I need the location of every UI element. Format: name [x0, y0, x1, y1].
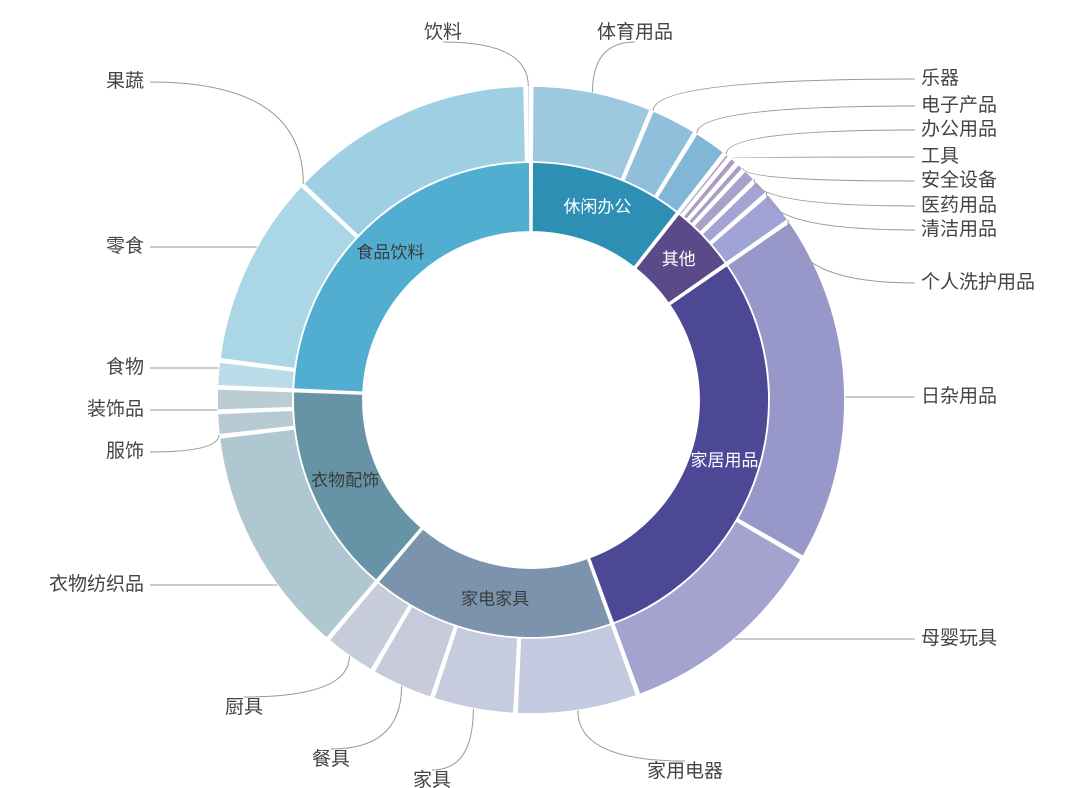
- svg-text:衣物纺织品: 衣物纺织品: [49, 573, 144, 595]
- svg-text:餐具: 餐具: [312, 748, 350, 770]
- svg-text:零食: 零食: [106, 235, 144, 257]
- svg-text:衣物配饰: 衣物配饰: [311, 471, 379, 490]
- svg-text:家电家具: 家电家具: [461, 589, 529, 608]
- svg-text:日杂用品: 日杂用品: [921, 385, 997, 407]
- svg-text:果蔬: 果蔬: [106, 70, 144, 92]
- svg-text:其他: 其他: [662, 250, 696, 269]
- svg-text:厨具: 厨具: [225, 697, 263, 718]
- svg-text:家具: 家具: [413, 769, 451, 788]
- svg-text:服饰: 服饰: [106, 440, 144, 462]
- svg-text:安全设备: 安全设备: [921, 169, 997, 191]
- svg-text:食物: 食物: [106, 356, 144, 378]
- svg-text:工具: 工具: [921, 146, 959, 167]
- svg-text:乐器: 乐器: [921, 67, 959, 89]
- svg-text:母婴玩具: 母婴玩具: [921, 627, 997, 649]
- svg-text:家居用品: 家居用品: [691, 451, 759, 470]
- svg-text:装饰品: 装饰品: [87, 398, 144, 420]
- svg-text:休闲办公: 休闲办公: [563, 198, 631, 217]
- svg-text:饮料: 饮料: [424, 21, 462, 43]
- svg-text:体育用品: 体育用品: [597, 21, 673, 43]
- svg-text:家用电器: 家用电器: [647, 760, 723, 782]
- svg-text:电子产品: 电子产品: [921, 94, 997, 116]
- svg-text:个人洗护用品: 个人洗护用品: [921, 271, 1035, 293]
- svg-text:食品饮料: 食品饮料: [356, 243, 424, 262]
- svg-text:清洁用品: 清洁用品: [921, 218, 997, 240]
- svg-text:办公用品: 办公用品: [921, 118, 997, 140]
- svg-text:医药用品: 医药用品: [921, 194, 997, 216]
